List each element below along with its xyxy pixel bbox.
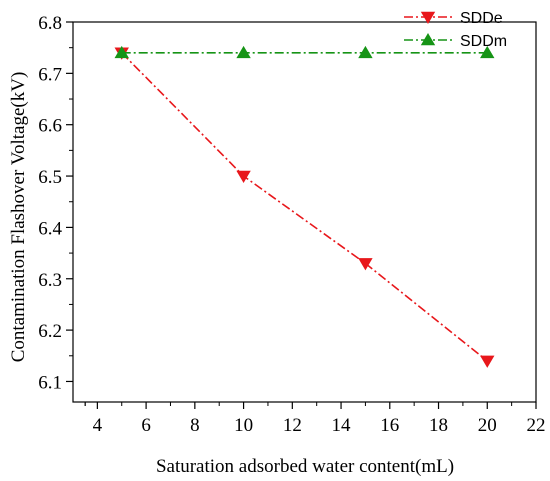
legend-label: SDDe: [460, 10, 503, 27]
plot-frame: [72, 21, 537, 403]
plot-border: [72, 21, 537, 403]
series-sdde: [114, 47, 495, 368]
y-axis-title: Contamination Flashover Voltage(kV): [8, 72, 29, 363]
series-line: [121, 52, 488, 362]
data-point: [114, 45, 129, 59]
x-axis-title: Saturation adsorbed water content(mL): [156, 456, 454, 477]
legend-label: SDDm: [460, 33, 507, 50]
series-sddm: [114, 45, 495, 59]
x-tick-label: 8: [190, 415, 200, 436]
y-tick-label: 6.5: [38, 167, 62, 188]
x-tick-label: 20: [478, 415, 497, 436]
legend-marker: [420, 11, 436, 24]
x-tick-label: 6: [141, 415, 151, 436]
y-tick-label: 6.8: [38, 13, 62, 34]
x-tick-label: 14: [332, 415, 352, 436]
data-point: [236, 45, 251, 59]
data-point: [480, 45, 495, 59]
x-tick-label: 10: [234, 415, 253, 436]
y-tick-label: 6.1: [38, 372, 62, 393]
y-axis: 6.1 6.2 6.3 6.4 6.5 6.6 6.7 6.8: [38, 13, 73, 393]
y-tick-label: 6.7: [38, 64, 62, 85]
legend-item-sddm: SDDm: [404, 33, 507, 50]
legend: SDDe SDDm: [404, 10, 507, 50]
x-tick-label: 12: [283, 415, 302, 436]
x-tick-label: 4: [93, 415, 103, 436]
y-tick-label: 6.3: [38, 270, 62, 291]
series-layer: [114, 45, 495, 368]
legend-item-sdde: SDDe: [404, 10, 503, 27]
x-tick-label: 22: [527, 415, 546, 436]
data-point: [358, 45, 373, 59]
data-point: [358, 258, 373, 271]
y-tick-label: 6.2: [38, 321, 62, 342]
data-point: [236, 170, 251, 184]
data-point: [480, 355, 495, 368]
x-axis: 4 6 8 10 12 14 16 18 20 22: [84, 402, 546, 436]
y-tick-label: 6.4: [38, 218, 62, 239]
y-tick-label: 6.6: [38, 116, 62, 137]
legend-marker: [420, 33, 436, 46]
x-tick-label: 18: [429, 415, 448, 436]
x-tick-label: 16: [380, 415, 399, 436]
